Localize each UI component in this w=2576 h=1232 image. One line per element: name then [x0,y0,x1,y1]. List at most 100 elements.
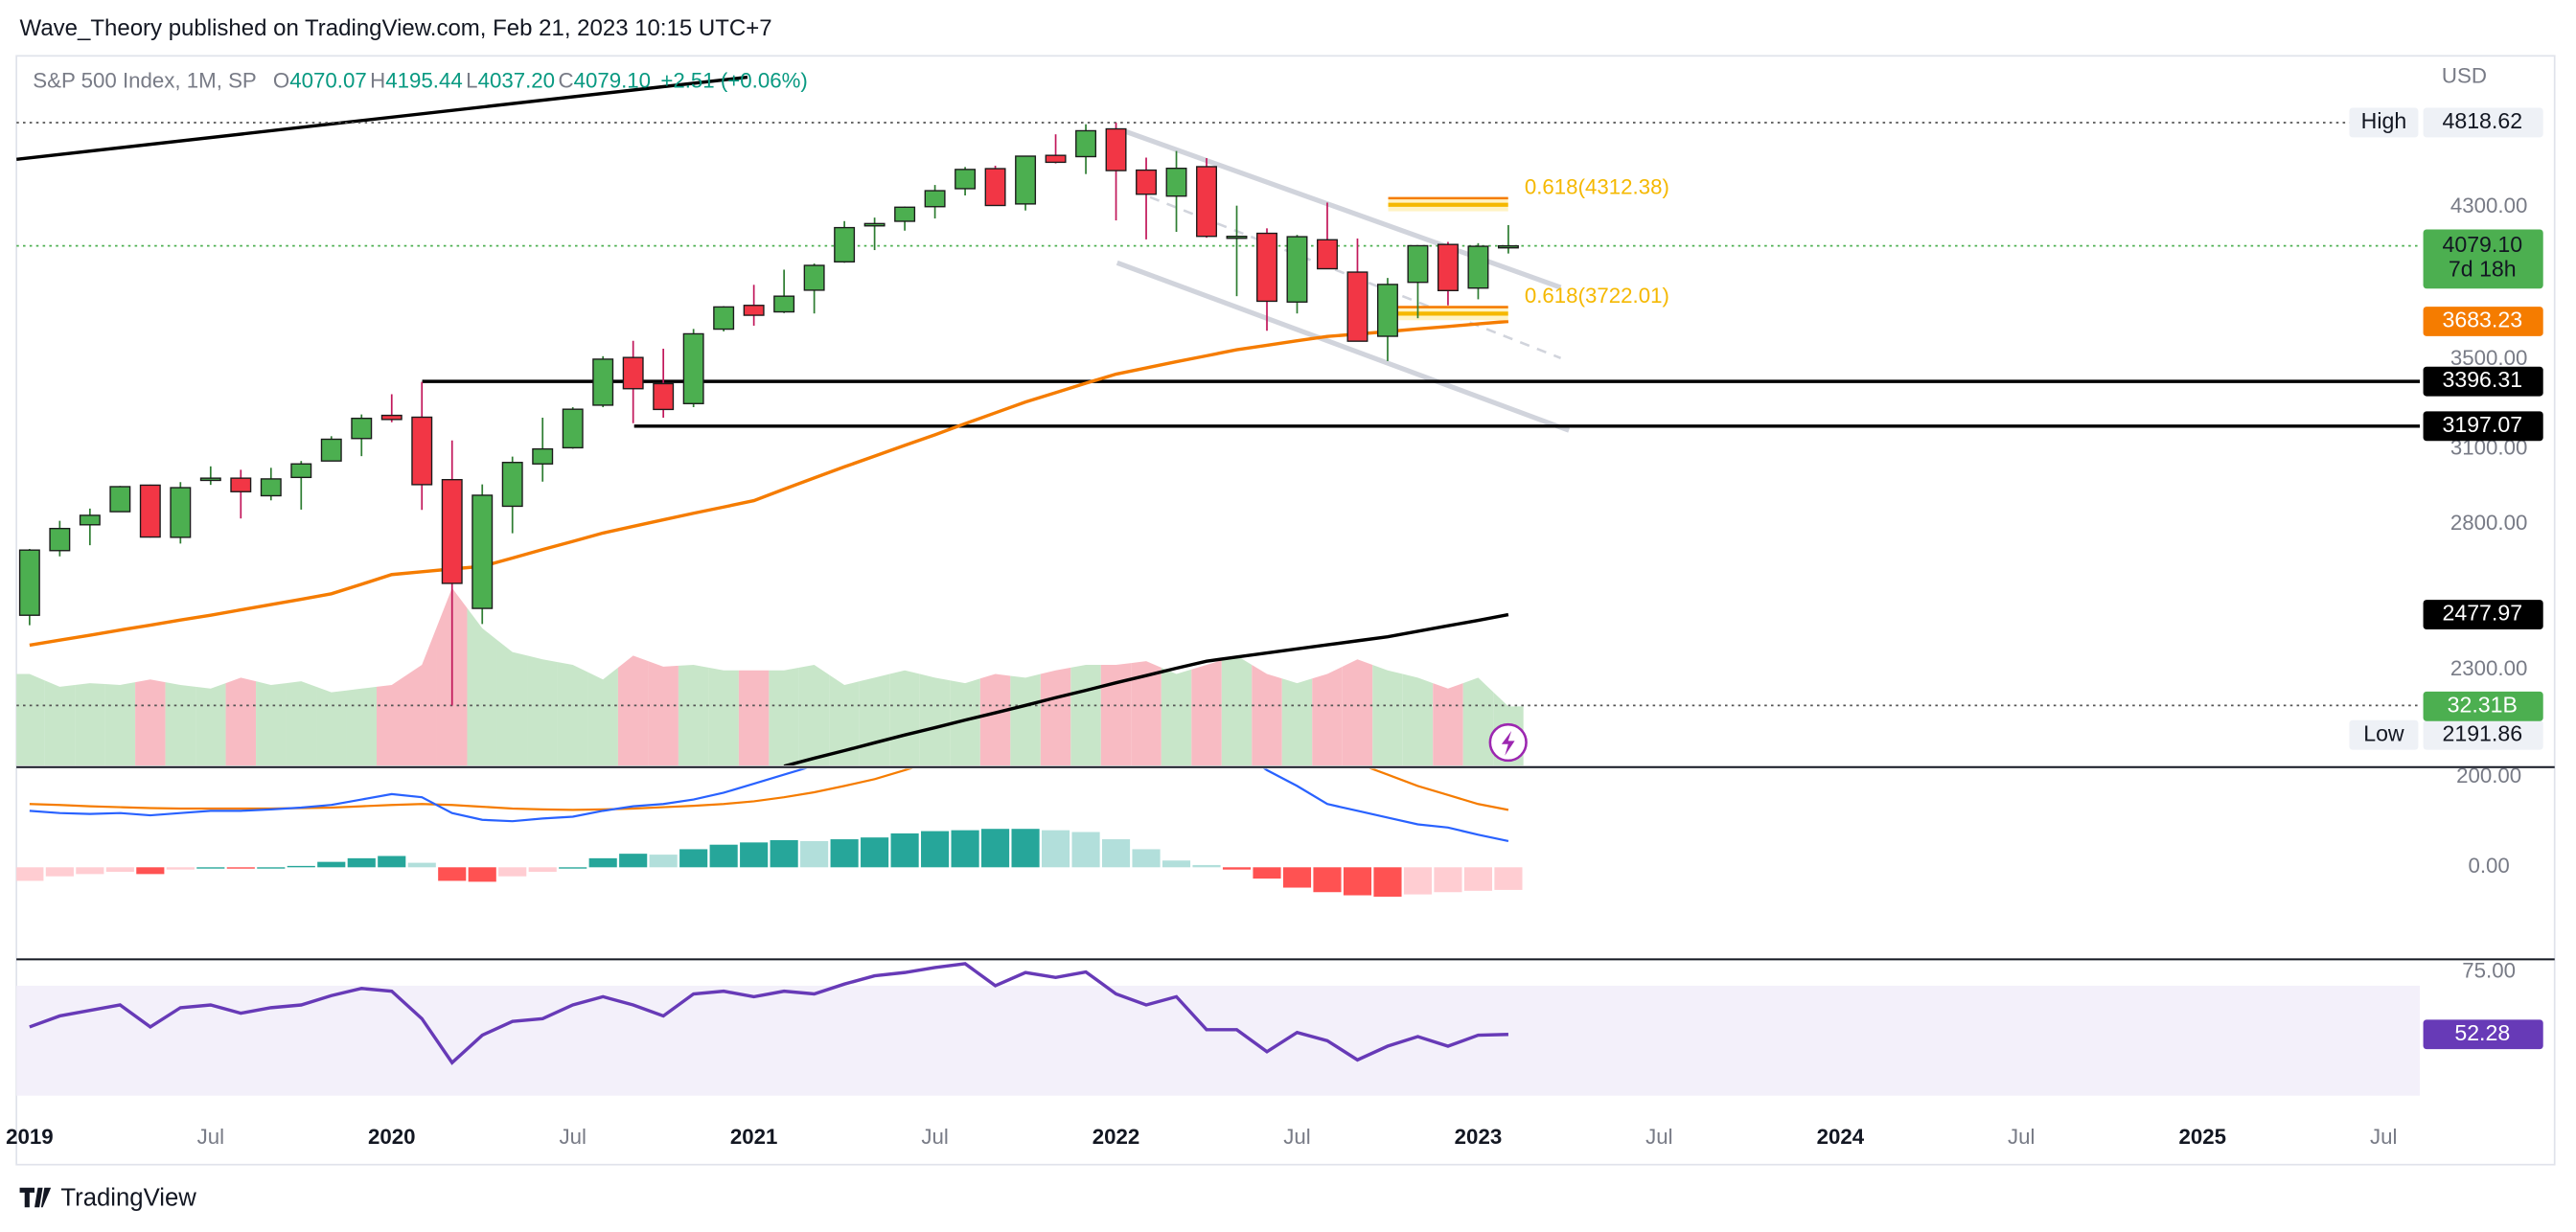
candle-body [1286,236,1308,303]
price-badge [2423,600,2543,630]
macd-histogram-bar [1192,864,1221,868]
macd-histogram-bar [498,867,527,877]
volume-area [196,683,226,766]
macd-histogram-bar [679,849,708,868]
macd-histogram-bar [740,842,769,868]
volume-area [798,664,830,766]
candle-body [139,484,161,538]
candle-body [18,549,40,616]
x-tick-label: Jul [921,1125,948,1149]
macd-histogram-bar [1403,867,1433,895]
volume-area [859,673,890,766]
x-tick-label: 2023 [1455,1125,1503,1149]
currency-label: USD [2442,63,2487,87]
y-tick-label: 2300.00 [2450,656,2527,680]
x-tick-label: 2025 [2178,1125,2226,1149]
volume-area [406,626,437,766]
candle-body [924,190,946,208]
candle-body [1317,239,1338,270]
volume-area [587,667,618,766]
macd-histogram-bar [1343,867,1372,896]
volume-area [678,664,709,766]
volume-area [1191,660,1222,766]
price-badge-label: 2477.97 [2442,601,2522,626]
macd-histogram-bar [770,839,798,868]
macd-macd-line [29,768,1509,843]
close-badge [2423,229,2543,289]
legend-key: C [559,69,574,93]
moving-average [29,319,1509,648]
x-tick-label: Jul [1645,1125,1672,1149]
macd-histogram-bar [1282,867,1312,888]
y-tick-label: 3500.00 [2450,346,2527,370]
volume-area [316,686,347,766]
candle-body [834,226,856,263]
volume-area [950,678,980,766]
price-badge [2423,691,2543,721]
macd-histogram-bar [1494,867,1523,890]
candle-body [1377,284,1398,337]
publisher-header: Wave_Theory published on TradingView.com… [20,15,772,41]
macd-histogram-bar [1132,849,1161,868]
macd-histogram-bar [317,861,346,868]
candle-body [441,478,463,584]
volume-area [467,607,497,766]
candle-body [1165,168,1187,197]
legend-value: 4195.44 [385,69,462,93]
x-tick-label: Jul [559,1125,586,1149]
price-badge-label: 3683.23 [2442,308,2522,332]
candle-body [1136,169,1158,195]
candle-body [380,414,402,421]
macd-histogram-bar [890,833,919,868]
macd-histogram-bar [649,855,678,868]
macd-histogram-bar [1011,829,1040,868]
macd-histogram-bar [16,867,44,881]
volume-area [769,667,799,766]
candle-body [472,494,494,609]
macd-histogram-bar [1071,832,1100,868]
candle-body [230,477,252,492]
candle-body [260,478,282,497]
macd-histogram-bar [468,867,496,882]
volume-area [377,674,407,766]
candle-body [592,358,614,406]
candle-body [894,206,916,222]
extreme-tag-label: Low [2363,720,2404,745]
extreme-badge-label: 4818.62 [2442,108,2522,133]
volume-area [165,682,196,766]
legend-key: L [466,69,477,93]
extreme-tag-label: High [2361,108,2407,133]
macd-histogram-bar [438,867,467,881]
x-tick-label: 2021 [730,1125,778,1149]
macd-histogram-bar [166,867,195,870]
candle-body [743,305,765,316]
price-badge [2423,1019,2543,1050]
candle-body [1226,236,1248,240]
candle-body [290,463,312,479]
footer-brand: TradingView [60,1185,196,1212]
candle-body [1045,154,1067,164]
candle-body [1497,244,1519,249]
x-tick-label: Jul [1283,1125,1310,1149]
candle-body [109,486,131,513]
volume-area [225,677,257,766]
macd-histogram-bar [1373,867,1402,897]
macd-histogram-bar [559,867,587,869]
tradingview-logo [19,1187,52,1208]
macd-histogram-bar [709,844,738,868]
extreme-badge-label: 2191.86 [2442,720,2522,745]
price-badge-label: 3396.31 [2442,367,2522,392]
extreme-tag [2349,719,2419,750]
main-pane: 0.618(4312.38) 0.618(3722.01) [16,75,2421,766]
rsi-tick-label: 75.00 [2462,958,2516,982]
candle-body [411,416,433,486]
candle-body [1346,271,1368,342]
candle-body [1196,166,1217,238]
macd-histogram-bar [136,867,165,875]
volume-area [44,680,76,766]
extreme-tag [2349,107,2419,138]
legend-value: 4037.20 [478,69,555,93]
fib-label: 0.618(4312.38) [1525,174,1669,198]
macd-histogram-bar [105,867,134,873]
volume-area [1433,683,1463,766]
